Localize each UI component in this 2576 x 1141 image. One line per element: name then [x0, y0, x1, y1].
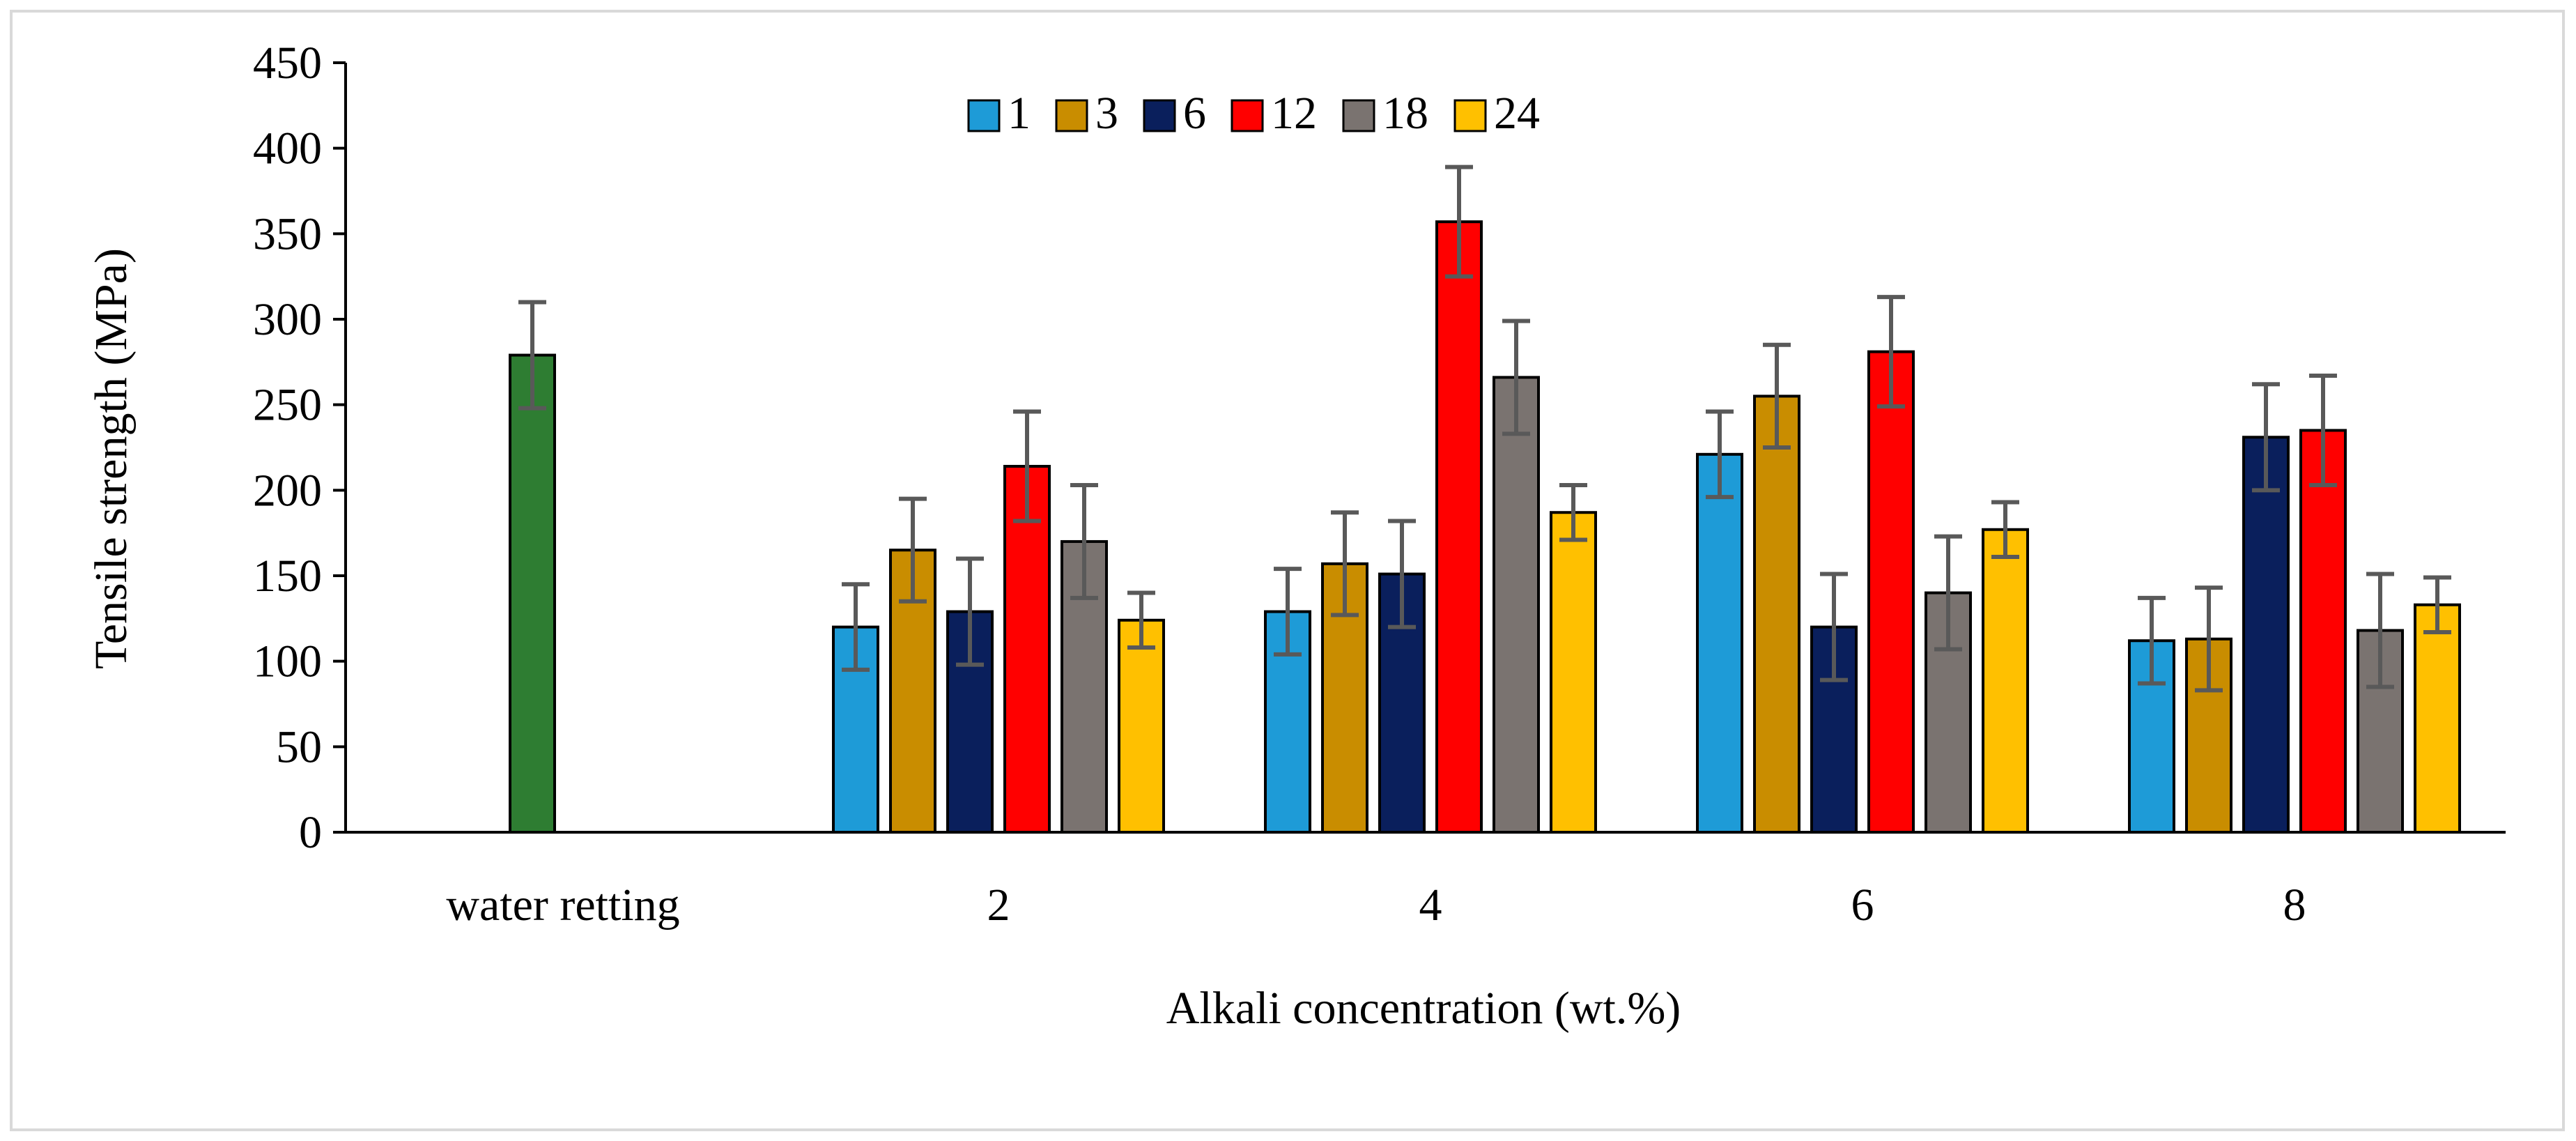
legend-swatch	[1055, 99, 1088, 132]
bar-series-24	[1118, 618, 1165, 834]
legend-swatch	[1453, 99, 1487, 132]
bar-series-12	[1003, 464, 1051, 834]
legend: 1 3 6 12 18 24	[967, 88, 1540, 139]
legend-label: 3	[1095, 88, 1118, 139]
bar-series-1	[1696, 452, 1743, 834]
bar-series-18	[1493, 376, 1540, 834]
legend-swatch	[1143, 99, 1176, 132]
x-axis: water retting 2 4 6 8	[346, 831, 2506, 931]
legend-label: 12	[1271, 88, 1317, 139]
bar-series-6	[2242, 436, 2290, 834]
bar-series-24	[2414, 603, 2461, 834]
x-tick-label: 4	[1419, 880, 1442, 931]
y-axis-title: Tensile strength (MPa)	[86, 248, 137, 669]
y-tick-label: 400	[253, 123, 322, 174]
bar-water-retting	[509, 353, 556, 834]
legend-swatch	[1342, 99, 1375, 132]
chart-frame: 0 50 100 150 200 250 300 350 400 450 water rettin…	[10, 10, 2565, 1131]
bar-chart: 0 50 100 150 200 250 300 350 400 450 water rettin…	[86, 38, 2506, 1034]
legend-label: 1	[1008, 88, 1031, 139]
y-axis: 0 50 100 150 200 250 300 350 400 450	[253, 38, 347, 858]
bar-series-3	[1753, 395, 1800, 834]
bars	[509, 220, 2461, 834]
y-tick-label: 250	[253, 380, 322, 431]
x-tick-label: water retting	[446, 880, 679, 931]
x-tick-label: 8	[2283, 880, 2306, 931]
y-tick-label: 100	[253, 636, 322, 687]
legend-label: 6	[1183, 88, 1206, 139]
y-tick-label: 350	[253, 208, 322, 259]
x-tick-label: 2	[987, 880, 1010, 931]
y-tick-label: 50	[276, 721, 322, 772]
y-tick-label: 150	[253, 551, 322, 602]
legend-label: 18	[1382, 88, 1428, 139]
bar-series-12	[2299, 429, 2347, 834]
legend-label: 24	[1494, 88, 1540, 139]
y-tick-label: 200	[253, 465, 322, 516]
bar-series-12	[1435, 220, 1483, 834]
legend-swatch	[1231, 99, 1264, 132]
y-tick-label: 300	[253, 294, 322, 345]
y-tick-label: 450	[253, 38, 322, 89]
x-axis-title: Alkali concentration (wt.%)	[1166, 983, 1681, 1034]
bar-series-12	[1867, 350, 1915, 834]
bar-series-24	[1982, 528, 2029, 834]
bar-series-24	[1550, 511, 1597, 834]
error-bars	[518, 164, 2451, 693]
y-tick-label: 0	[299, 807, 322, 858]
x-tick-label: 6	[1851, 880, 1874, 931]
legend-swatch	[967, 99, 1001, 132]
